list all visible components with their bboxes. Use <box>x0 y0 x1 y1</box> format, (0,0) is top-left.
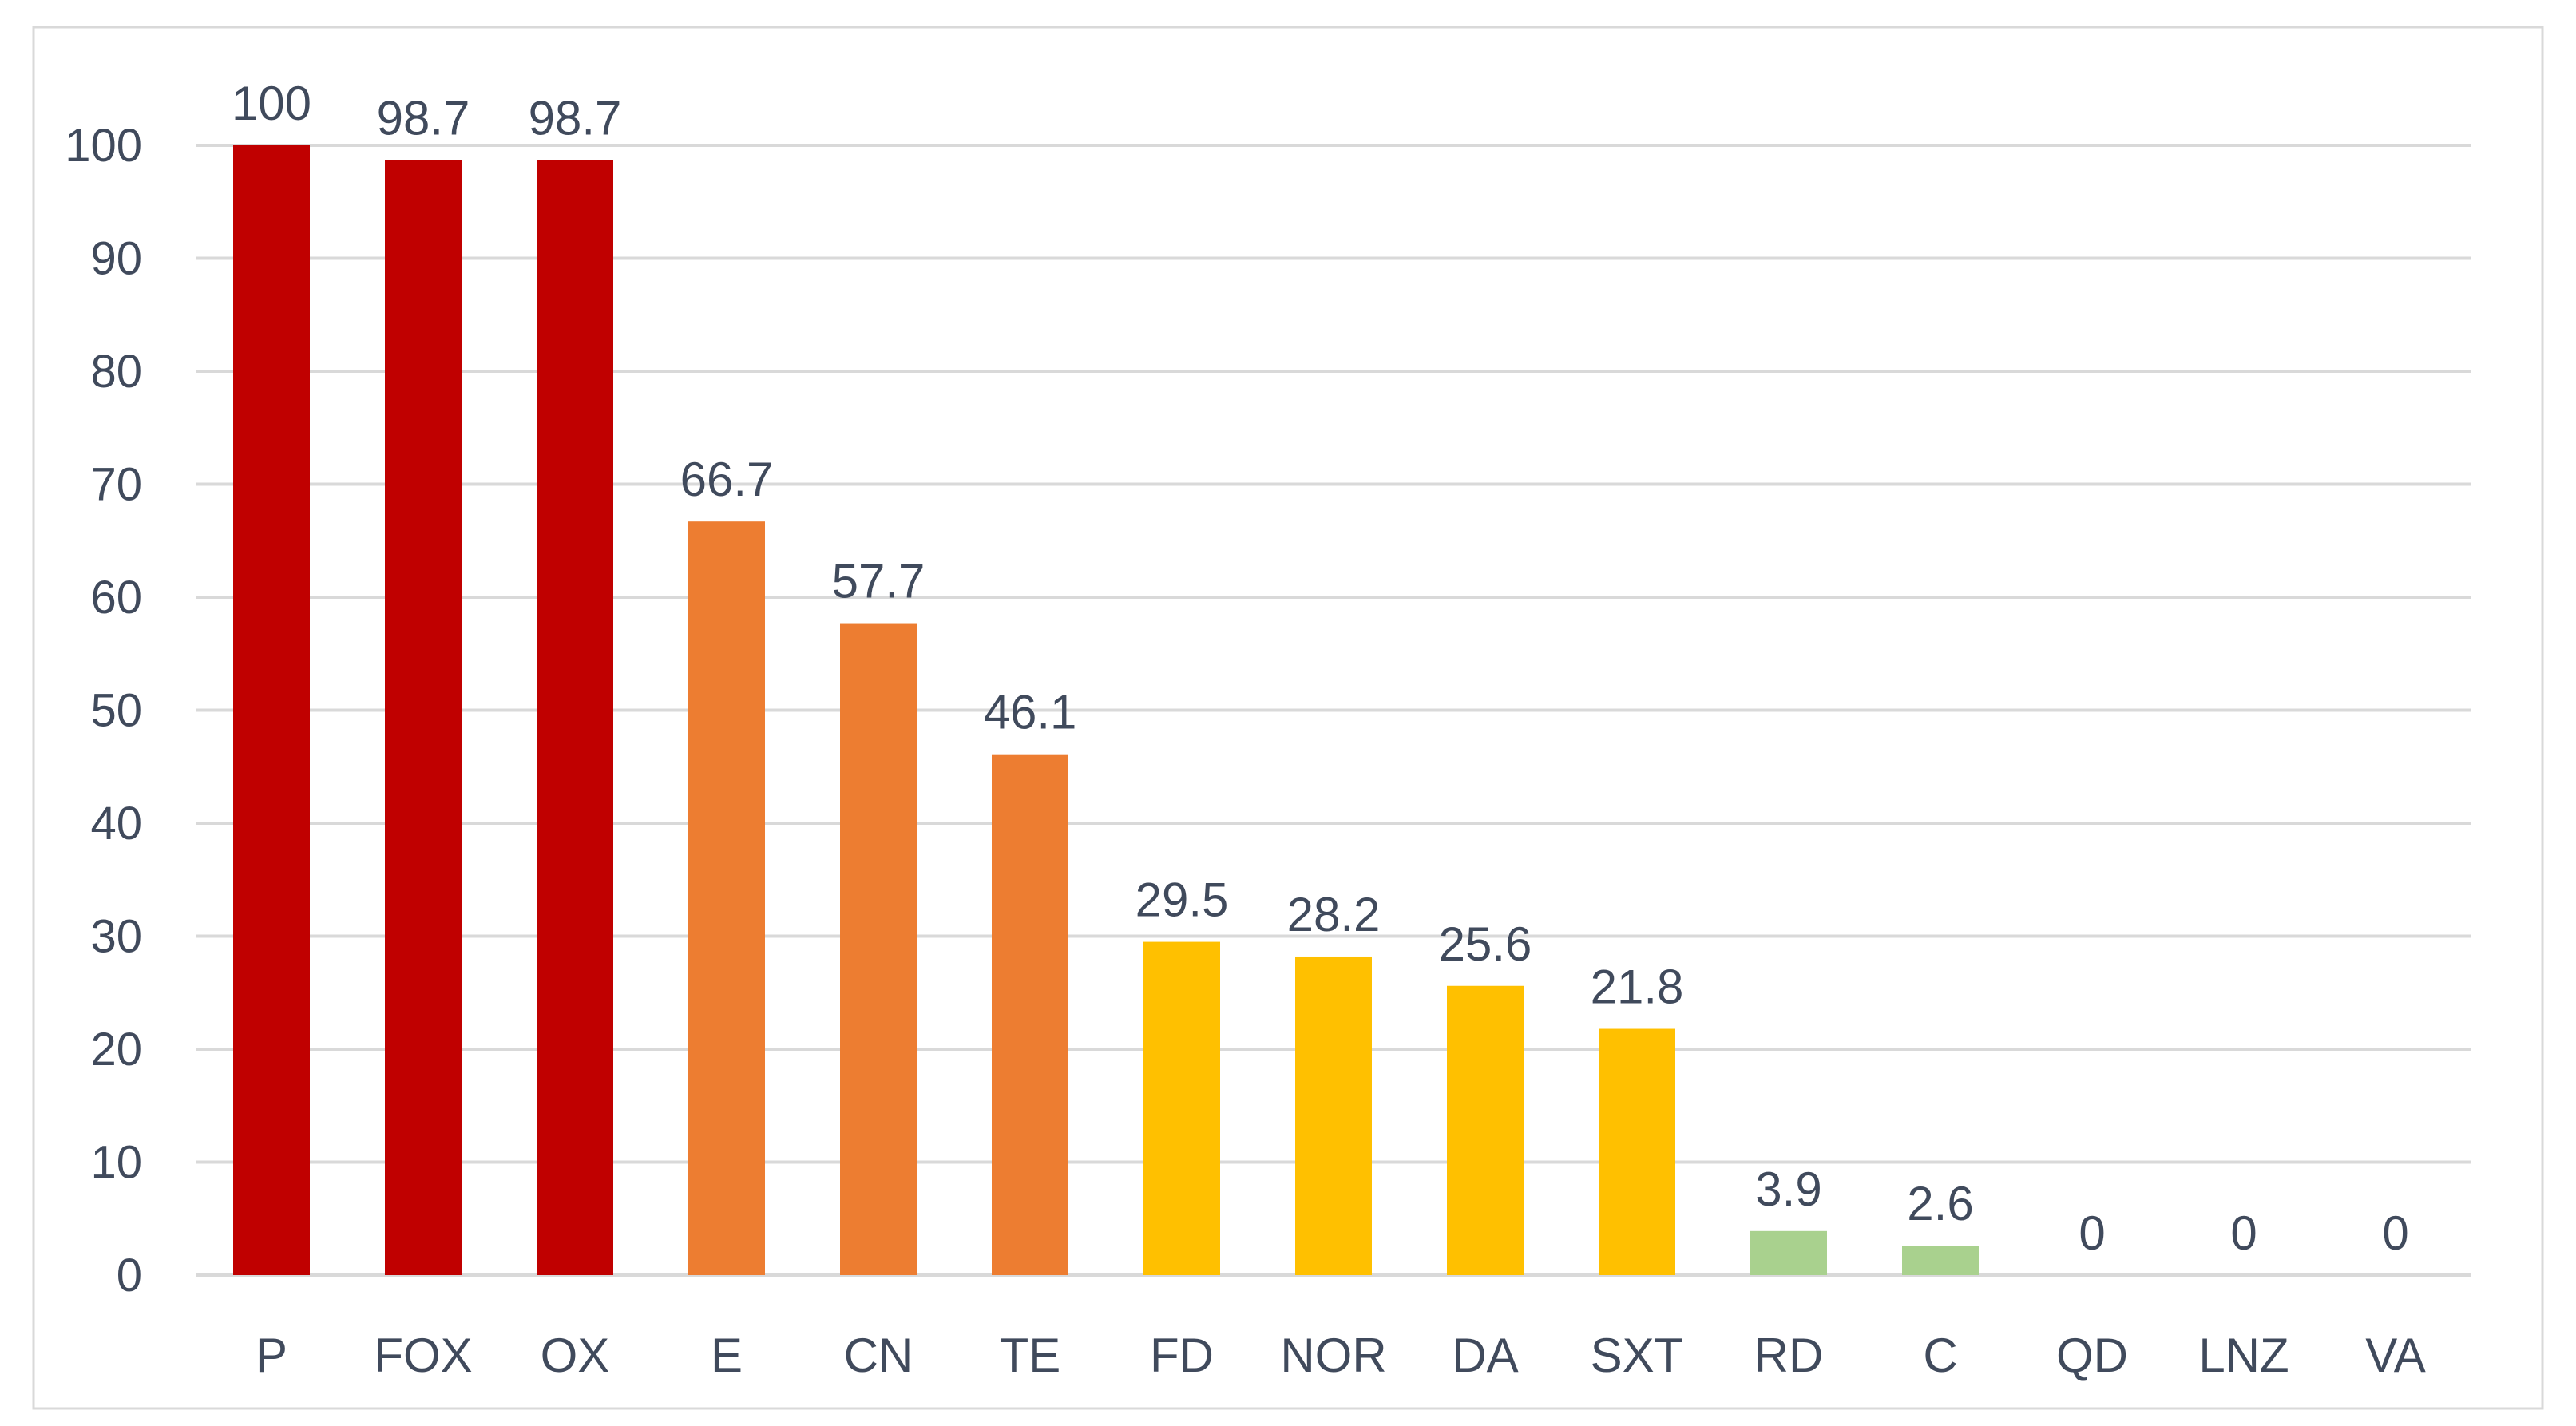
bar-te <box>992 754 1068 1275</box>
x-tick-label-lnz: LNZ <box>2198 1329 2289 1382</box>
x-tick-label-rd: RD <box>1754 1329 1824 1382</box>
y-tick-label: 0 <box>117 1250 142 1301</box>
x-tick-label-fd: FD <box>1150 1329 1214 1382</box>
bar-da <box>1447 985 1524 1275</box>
bar-c <box>1902 1246 1979 1275</box>
y-tick-label: 70 <box>90 459 142 511</box>
chart-frame <box>32 26 2544 1410</box>
x-tick-label-te: TE <box>1000 1329 1061 1382</box>
data-label-va: 0 <box>2382 1206 2408 1260</box>
x-tick-label-nor: NOR <box>1280 1329 1386 1382</box>
data-label-cn: 57.7 <box>832 555 925 608</box>
bar-ox <box>537 160 613 1275</box>
x-tick-label-fox: FOX <box>374 1329 472 1382</box>
bar-sxt <box>1599 1028 1675 1275</box>
data-label-nor: 28.2 <box>1287 888 1381 941</box>
x-tick-label-e: E <box>711 1329 743 1382</box>
x-tick-label-va: VA <box>2365 1329 2426 1382</box>
data-label-p: 100 <box>232 77 311 130</box>
x-tick-label-cn: CN <box>844 1329 913 1382</box>
y-tick-label: 10 <box>90 1137 142 1189</box>
x-tick-label-sxt: SXT <box>1591 1329 1684 1382</box>
bar-fd <box>1143 941 1220 1275</box>
data-label-fd: 29.5 <box>1135 873 1229 927</box>
y-tick-label: 80 <box>90 346 142 398</box>
bar-cn <box>840 623 917 1275</box>
data-label-rd: 3.9 <box>1755 1163 1821 1216</box>
y-tick-label: 40 <box>90 798 142 850</box>
data-label-qd: 0 <box>2079 1206 2105 1260</box>
y-tick-label: 20 <box>90 1024 142 1075</box>
y-tick-label: 100 <box>65 120 142 172</box>
y-tick-label: 90 <box>90 233 142 285</box>
x-tick-label-p: P <box>256 1329 287 1382</box>
x-tick-label-da: DA <box>1452 1329 1518 1382</box>
y-tick-label: 60 <box>90 572 142 624</box>
data-label-e: 66.7 <box>680 453 774 506</box>
data-label-fox: 98.7 <box>377 91 470 145</box>
data-label-ox: 98.7 <box>529 91 622 145</box>
data-label-te: 46.1 <box>984 686 1077 739</box>
y-tick-label: 50 <box>90 685 142 737</box>
bar-fox <box>385 160 462 1275</box>
bar-p <box>233 145 310 1275</box>
data-label-sxt: 21.8 <box>1591 961 1684 1014</box>
x-tick-label-c: C <box>1923 1329 1957 1382</box>
bar-rd <box>1750 1230 1827 1275</box>
data-label-da: 25.6 <box>1439 917 1532 971</box>
x-tick-label-ox: OX <box>541 1329 610 1382</box>
y-tick-label: 30 <box>90 911 142 963</box>
bar-e <box>688 521 765 1275</box>
x-tick-label-qd: QD <box>2056 1329 2128 1382</box>
bar-nor <box>1295 956 1372 1275</box>
data-label-lnz: 0 <box>2230 1206 2257 1260</box>
data-label-c: 2.6 <box>1907 1177 1973 1230</box>
